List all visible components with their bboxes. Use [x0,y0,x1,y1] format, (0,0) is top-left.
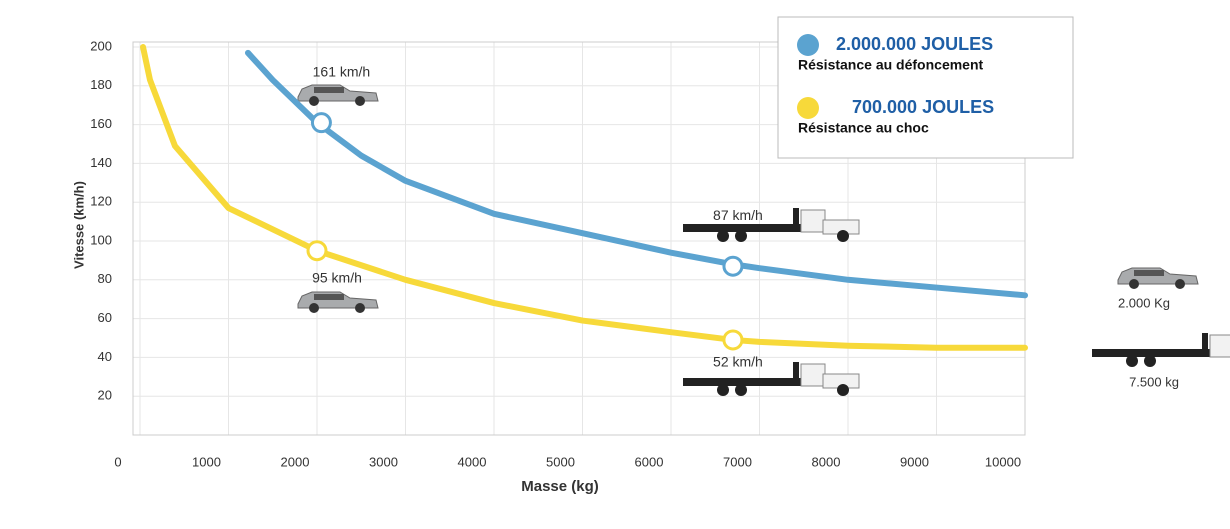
vehicle-label: 2.000 Kg [1118,295,1170,310]
x-tick-label: 5000 [546,454,575,469]
x-tick-label: 8000 [812,454,841,469]
legend-sublabel: Résistance au défoncement [798,57,984,73]
y-tick-label: 200 [90,38,112,53]
page: Vitesse (km/h) Masse (kg) 20 40 60 80 100 120… [0,0,1230,529]
truck-icon [683,208,859,242]
point-label: 52 km/h [713,354,763,370]
y-tick-label: 160 [90,116,112,131]
y-tick-label: 20 [98,388,112,403]
legend-label: 2.000.000 JOULES [836,34,993,54]
y-tick-label: 100 [90,232,112,247]
x-tick-label: 2000 [281,454,310,469]
x-tick-label: 9000 [900,454,929,469]
y-axis-label: Vitesse (km/h) [71,181,86,269]
y-tick-label: 120 [90,194,112,209]
y-tick-label: 80 [98,271,112,286]
x-tick-label: 7000 [723,454,752,469]
x-tick-label: 1000 [192,454,221,469]
x-tick-label: 4000 [458,454,487,469]
car-icon [298,85,378,106]
y-tick-label: 180 [90,77,112,92]
legend-sublabel: Résistance au choc [798,120,929,136]
legend-label: 700.000 JOULES [852,97,994,117]
point-label: 95 km/h [312,269,362,285]
vehicle-label: 7.500 kg [1129,374,1179,389]
truck-icon [683,362,859,396]
y-tick-label: 40 [98,349,112,364]
legend-swatch [797,97,819,119]
x-tick-label: 0 [114,454,121,469]
y-tick-label: 140 [90,155,112,170]
x-axis-label: Masse (kg) [521,478,599,495]
car-icon [298,292,378,313]
x-tick-label: 6000 [635,454,664,469]
chart: Vitesse (km/h) Masse (kg) 20 40 60 80 100 120… [0,0,1230,529]
car-icon [1118,268,1198,289]
legend-swatch [797,34,819,56]
point-marker [308,242,326,260]
point-label: 161 km/h [313,63,371,79]
point-label: 87 km/h [713,207,763,223]
x-tick-label: 3000 [369,454,398,469]
point-marker [312,114,330,132]
truck-icon [1092,333,1230,367]
point-marker [724,331,742,349]
y-tick-label: 60 [98,310,112,325]
x-tick-label: 10000 [985,454,1021,469]
point-marker [724,257,742,275]
